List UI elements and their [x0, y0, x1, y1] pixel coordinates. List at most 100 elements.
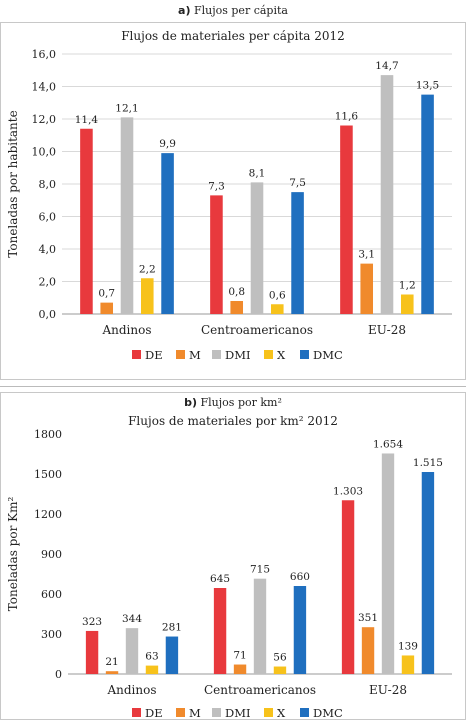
chart-b-ytick-label: 300: [41, 628, 62, 641]
panel-separator: [0, 386, 466, 387]
chart-a-data-label: 7,5: [289, 177, 306, 189]
chart-a-ytick-label: 16,0: [32, 48, 57, 61]
chart-a-legend-swatch-x: [264, 350, 273, 359]
chart-b-data-label: 1.654: [373, 438, 403, 450]
chart-b-bar-dmc: [421, 472, 435, 674]
chart-b-category-label: Andinos: [106, 683, 156, 697]
chart-b-bar-de: [213, 588, 227, 674]
chart-b-data-label: 281: [162, 622, 182, 634]
chart-a-bar-m: [230, 301, 244, 314]
chart-a-data-label: 12,1: [115, 102, 138, 114]
chart-b-bar-dmc: [293, 586, 307, 674]
chart-a-category-label: EU-28: [368, 323, 406, 337]
chart-a-ytick-label: 6,0: [39, 211, 57, 224]
chart-a-bar-dmi: [120, 117, 134, 314]
chart-b-data-label: 71: [233, 650, 246, 662]
chart-b-ytick-label: 900: [41, 548, 62, 561]
chart-a-ytick-label: 4,0: [39, 243, 57, 256]
chart-a-data-label: 11,4: [75, 114, 99, 126]
chart-b-legend-label-dmi: DMI: [225, 706, 251, 720]
chart-b-bar-m: [361, 627, 375, 674]
chart-b-bar-m: [105, 671, 119, 674]
chart-b-legend-swatch-m: [176, 708, 185, 717]
chart-a-ytick-label: 8,0: [39, 178, 57, 191]
chart-b-legend-swatch-x: [264, 708, 273, 717]
chart-panel-a: a) Flujos per cápita Flujos de materiale…: [0, 4, 466, 380]
chart-b-canvas: 0 300 600 900 1200 1500 1800 Toneladas por Km² 3…: [6, 428, 452, 720]
chart-b-ytick-label: 600: [41, 588, 62, 601]
chart-a-legend-swatch-dmc: [300, 350, 309, 359]
chart-a-legend-swatch-de: [132, 350, 141, 359]
chart-b-ytick-label: 1200: [34, 508, 62, 521]
chart-a-ytick-label: 14,0: [32, 81, 57, 94]
panel-b-letter: b): [184, 396, 198, 409]
chart-a-legend-label-x: X: [277, 348, 286, 362]
chart-b-data-label: 21: [105, 656, 118, 668]
chart-a-bar-de: [210, 195, 223, 314]
chart-b-bar-dmi: [381, 453, 395, 674]
chart-b-legend-swatch-de: [132, 708, 141, 717]
chart-a-data-label: 9,9: [159, 138, 176, 150]
chart-a-ytick-label: 2,0: [39, 276, 57, 289]
chart-b-bar-de: [85, 630, 99, 674]
chart-b-data-label: 1.303: [333, 485, 363, 497]
chart-a-category-label: Andinos: [101, 323, 151, 337]
chart-b-ytick-label: 1500: [34, 468, 62, 481]
chart-a-ytick-label: 0,0: [39, 308, 57, 321]
chart-a-data-label: 2,2: [139, 263, 156, 275]
chart-a-bar-x: [140, 278, 154, 314]
chart-b-legend-label-dmc: DMC: [313, 706, 343, 720]
chart-b-legend-label-m: M: [189, 706, 201, 720]
chart-b-data-label: 351: [358, 612, 378, 624]
chart-a-data-label: 8,1: [249, 167, 266, 179]
chart-b-category-label: EU-28: [369, 683, 407, 697]
chart-a-data-label: 0,6: [269, 289, 286, 301]
chart-a-legend-label-dmi: DMI: [225, 348, 251, 362]
chart-a-ylabel: Toneladas por habitante: [6, 110, 20, 257]
chart-b-bar-x: [145, 665, 159, 674]
chart-a-legend-swatch-m: [176, 350, 185, 359]
chart-b-bar-x: [273, 666, 287, 674]
panel-a-heading: a) Flujos per cápita: [0, 4, 466, 17]
chart-b-data-label: 660: [290, 571, 310, 583]
chart-b-legend-label-x: X: [277, 706, 286, 720]
chart-a-legend-label-de: DE: [145, 348, 163, 362]
chart-a-data-label: 1,2: [399, 280, 416, 292]
chart-a-data-label: 13,5: [416, 80, 439, 92]
chart-a-bar-m: [360, 263, 374, 314]
chart-b-bar-m: [233, 664, 247, 674]
chart-a-ytick-label: 12,0: [32, 113, 57, 126]
chart-a-data-label: 0,7: [98, 288, 115, 300]
chart-a-data-label: 0,8: [228, 286, 245, 298]
chart-a-canvas: 0,0 2,0 4,0 6,0 8,0 10,0 12,0 14,0 16,0 Toneladas…: [6, 48, 452, 362]
chart-a-bar-de: [80, 128, 93, 314]
chart-b-data-label: 1.515: [413, 457, 443, 469]
chart-b-bar-dmi: [253, 578, 267, 674]
chart-b-data-label: 323: [82, 616, 102, 628]
chart-b-bar-dmi: [125, 628, 139, 674]
chart-b-bar-de: [341, 500, 355, 674]
chart-b-legend-swatch-dmi: [212, 708, 221, 717]
chart-b-bar-x: [401, 655, 415, 674]
chart-b-data-label: 645: [210, 573, 230, 585]
chart-b-data-label: 56: [273, 652, 287, 664]
chart-b-title: Flujos de materiales por km² 2012: [128, 414, 338, 428]
chart-b-legend-swatch-dmc: [300, 708, 309, 717]
chart-b-ytick-label: 0: [55, 668, 62, 681]
chart-a-data-label: 11,6: [335, 111, 359, 123]
panel-b-heading-text: Flujos por km²: [200, 396, 282, 409]
chart-b-data-label: 63: [145, 651, 158, 663]
panel-b-heading: b) Flujos por km²: [0, 396, 466, 409]
chart-b-ylabel: Toneladas por Km²: [6, 497, 20, 612]
chart-a-bar-x: [400, 294, 414, 314]
chart-a-data-label: 14,7: [375, 60, 398, 72]
chart-a-bar-de: [340, 125, 353, 314]
chart-a-category-label: Centroamericanos: [201, 323, 313, 337]
chart-b-category-label: Centroamericanos: [204, 683, 316, 697]
chart-a-ytick-label: 10,0: [32, 146, 57, 159]
chart-a-data-label: 3,1: [358, 249, 375, 261]
panel-a-letter: a): [178, 4, 191, 17]
chart-a-bar-m: [100, 302, 114, 314]
chart-b-legend-label-de: DE: [145, 706, 163, 720]
chart-b-bar-dmc: [165, 636, 179, 674]
